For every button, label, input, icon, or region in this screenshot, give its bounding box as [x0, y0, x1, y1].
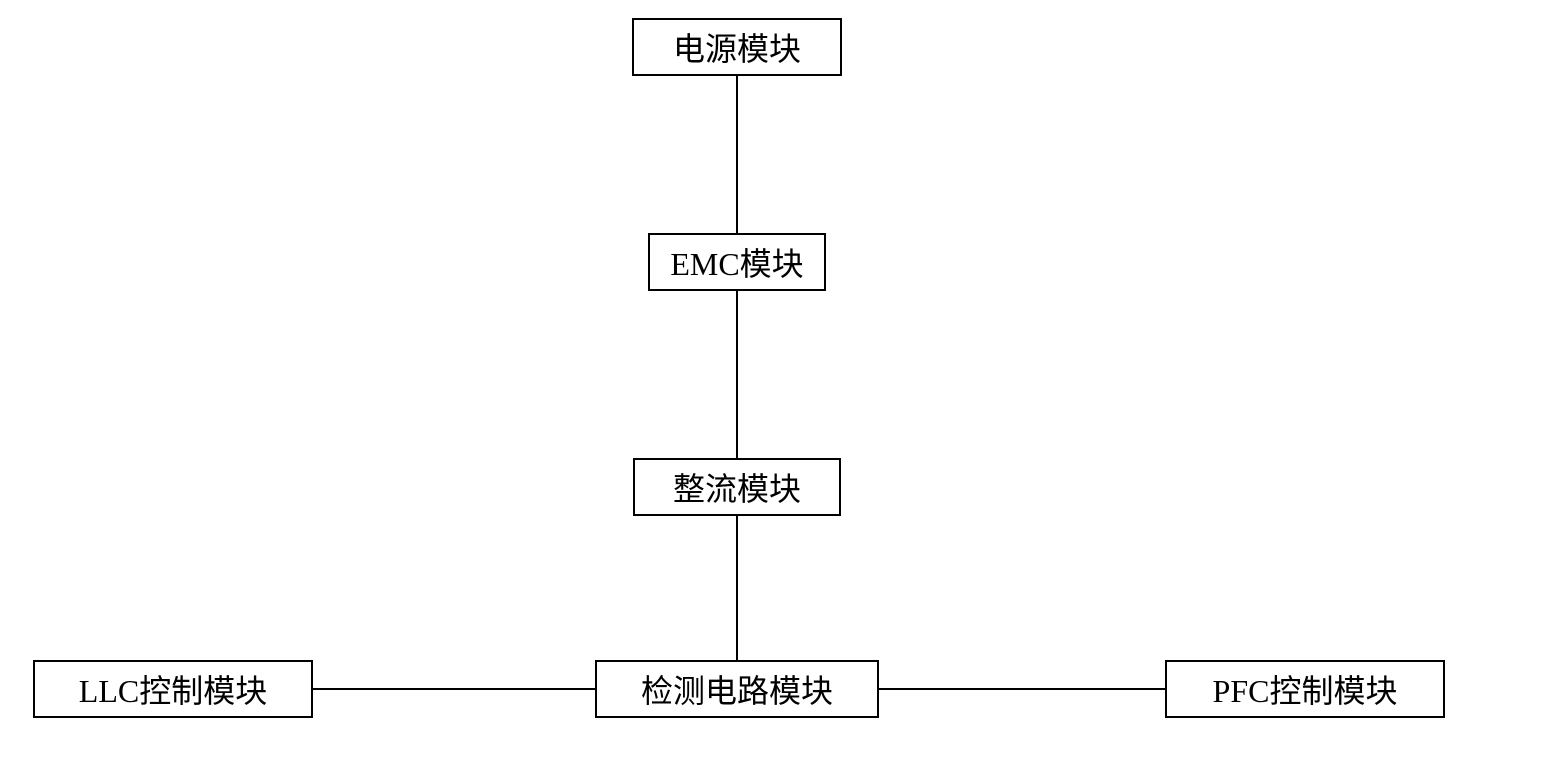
edge-detection-pfc	[879, 688, 1165, 690]
pfc-control-module-label: PFC控制模块	[1213, 666, 1398, 712]
emc-module-label: EMC模块	[670, 239, 803, 285]
power-module-label: 电源模块	[673, 24, 801, 70]
power-module-node: 电源模块	[632, 18, 842, 76]
rectifier-module-label: 整流模块	[673, 464, 801, 510]
edge-emc-rectifier	[736, 291, 738, 458]
emc-module-node: EMC模块	[648, 233, 826, 291]
llc-control-module-label: LLC控制模块	[79, 666, 267, 712]
detection-circuit-module-node: 检测电路模块	[595, 660, 879, 718]
detection-circuit-module-label: 检测电路模块	[641, 666, 833, 712]
rectifier-module-node: 整流模块	[633, 458, 841, 516]
pfc-control-module-node: PFC控制模块	[1165, 660, 1445, 718]
edge-rectifier-detection	[736, 516, 738, 660]
llc-control-module-node: LLC控制模块	[33, 660, 313, 718]
edge-power-emc	[736, 76, 738, 233]
edge-llc-detection	[313, 688, 595, 690]
